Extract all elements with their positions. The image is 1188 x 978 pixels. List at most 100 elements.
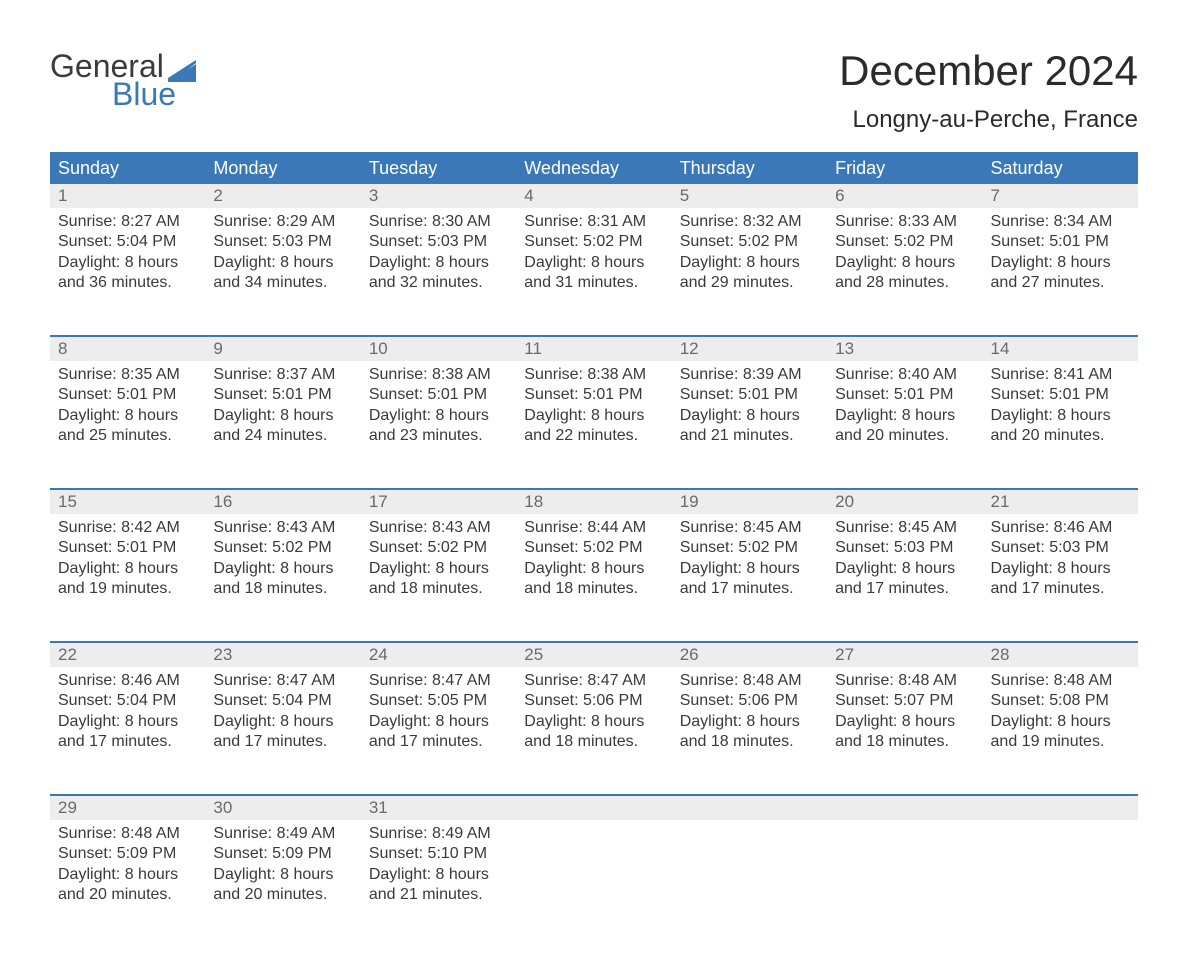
day-cell: Sunrise: 8:48 AMSunset: 5:07 PMDaylight:…	[827, 667, 982, 795]
brand-word2: Blue	[112, 80, 196, 109]
dl1-text: Daylight: 8 hours	[369, 253, 508, 273]
location-label: Longny-au-Perche, France	[839, 106, 1138, 134]
dl1-text: Daylight: 8 hours	[213, 253, 352, 273]
sunrise-text: Sunrise: 8:45 AM	[835, 518, 974, 538]
dl1-text: Daylight: 8 hours	[369, 559, 508, 579]
sunrise-text: Sunrise: 8:48 AM	[991, 671, 1130, 691]
col-tuesday: Tuesday	[361, 152, 516, 184]
day-number: 27	[827, 643, 982, 667]
sunrise-text: Sunrise: 8:49 AM	[213, 824, 352, 844]
dl2-text: and 24 minutes.	[213, 426, 352, 446]
day-number: 29	[50, 796, 205, 820]
day-number: 11	[516, 337, 671, 361]
dl2-text: and 22 minutes.	[524, 426, 663, 446]
dl2-text: and 25 minutes.	[58, 426, 197, 446]
dl1-text: Daylight: 8 hours	[213, 712, 352, 732]
sunset-text: Sunset: 5:02 PM	[369, 538, 508, 558]
col-thursday: Thursday	[672, 152, 827, 184]
dl2-text: and 18 minutes.	[835, 732, 974, 752]
dl2-text: and 32 minutes.	[369, 273, 508, 293]
dl2-text: and 18 minutes.	[524, 579, 663, 599]
day-cell: Sunrise: 8:30 AMSunset: 5:03 PMDaylight:…	[361, 208, 516, 336]
sunrise-text: Sunrise: 8:47 AM	[524, 671, 663, 691]
day-number: 14	[983, 337, 1138, 361]
day-cell: Sunrise: 8:31 AMSunset: 5:02 PMDaylight:…	[516, 208, 671, 336]
calendar-table: Sunday Monday Tuesday Wednesday Thursday…	[50, 152, 1138, 948]
month-title: December 2024	[839, 50, 1138, 92]
dl2-text: and 23 minutes.	[369, 426, 508, 446]
dl1-text: Daylight: 8 hours	[58, 559, 197, 579]
sunrise-text: Sunrise: 8:33 AM	[835, 212, 974, 232]
dl2-text: and 28 minutes.	[835, 273, 974, 293]
day-number: 26	[672, 643, 827, 667]
brand-logo: General Blue	[50, 50, 196, 109]
sunset-text: Sunset: 5:01 PM	[835, 385, 974, 405]
day-number: 5	[672, 184, 827, 208]
title-block: December 2024 Longny-au-Perche, France	[839, 50, 1138, 134]
sunrise-text: Sunrise: 8:42 AM	[58, 518, 197, 538]
sunset-text: Sunset: 5:01 PM	[58, 385, 197, 405]
sunrise-text: Sunrise: 8:48 AM	[835, 671, 974, 691]
sunset-text: Sunset: 5:02 PM	[213, 538, 352, 558]
day-number	[672, 796, 827, 820]
day-number: 22	[50, 643, 205, 667]
sunrise-text: Sunrise: 8:30 AM	[369, 212, 508, 232]
day-cell	[672, 820, 827, 948]
day-number: 16	[205, 490, 360, 514]
daynum-row: 293031	[50, 796, 1138, 820]
sunrise-text: Sunrise: 8:34 AM	[991, 212, 1130, 232]
dl1-text: Daylight: 8 hours	[991, 559, 1130, 579]
sunrise-text: Sunrise: 8:47 AM	[369, 671, 508, 691]
day-number: 3	[361, 184, 516, 208]
sunrise-text: Sunrise: 8:49 AM	[369, 824, 508, 844]
day-number: 2	[205, 184, 360, 208]
day-number	[516, 796, 671, 820]
sunrise-text: Sunrise: 8:43 AM	[213, 518, 352, 538]
col-monday: Monday	[205, 152, 360, 184]
sunset-text: Sunset: 5:01 PM	[213, 385, 352, 405]
sunset-text: Sunset: 5:01 PM	[991, 385, 1130, 405]
day-number: 10	[361, 337, 516, 361]
sunset-text: Sunset: 5:04 PM	[58, 691, 197, 711]
daynum-row: 15161718192021	[50, 490, 1138, 514]
col-wednesday: Wednesday	[516, 152, 671, 184]
day-cell	[827, 820, 982, 948]
sunset-text: Sunset: 5:01 PM	[991, 232, 1130, 252]
day-number: 28	[983, 643, 1138, 667]
sunset-text: Sunset: 5:04 PM	[213, 691, 352, 711]
dl2-text: and 17 minutes.	[58, 732, 197, 752]
day-cell: Sunrise: 8:38 AMSunset: 5:01 PMDaylight:…	[516, 361, 671, 489]
dl2-text: and 20 minutes.	[58, 885, 197, 905]
day-cell: Sunrise: 8:44 AMSunset: 5:02 PMDaylight:…	[516, 514, 671, 642]
sunrise-text: Sunrise: 8:38 AM	[524, 365, 663, 385]
sunset-text: Sunset: 5:06 PM	[680, 691, 819, 711]
day-cell: Sunrise: 8:43 AMSunset: 5:02 PMDaylight:…	[361, 514, 516, 642]
day-number: 18	[516, 490, 671, 514]
day-content-row: Sunrise: 8:27 AMSunset: 5:04 PMDaylight:…	[50, 208, 1138, 336]
day-number: 9	[205, 337, 360, 361]
sunrise-text: Sunrise: 8:48 AM	[680, 671, 819, 691]
day-cell: Sunrise: 8:47 AMSunset: 5:05 PMDaylight:…	[361, 667, 516, 795]
flag-icon	[168, 55, 196, 77]
sunrise-text: Sunrise: 8:35 AM	[58, 365, 197, 385]
sunrise-text: Sunrise: 8:46 AM	[58, 671, 197, 691]
sunrise-text: Sunrise: 8:31 AM	[524, 212, 663, 232]
dl2-text: and 19 minutes.	[991, 732, 1130, 752]
sunset-text: Sunset: 5:09 PM	[213, 844, 352, 864]
day-cell: Sunrise: 8:41 AMSunset: 5:01 PMDaylight:…	[983, 361, 1138, 489]
day-cell: Sunrise: 8:39 AMSunset: 5:01 PMDaylight:…	[672, 361, 827, 489]
sunset-text: Sunset: 5:02 PM	[524, 538, 663, 558]
day-number: 24	[361, 643, 516, 667]
sunset-text: Sunset: 5:02 PM	[680, 232, 819, 252]
daynum-row: 1234567	[50, 184, 1138, 208]
day-cell: Sunrise: 8:35 AMSunset: 5:01 PMDaylight:…	[50, 361, 205, 489]
sunrise-text: Sunrise: 8:48 AM	[58, 824, 197, 844]
day-number: 20	[827, 490, 982, 514]
day-cell: Sunrise: 8:47 AMSunset: 5:06 PMDaylight:…	[516, 667, 671, 795]
sunrise-text: Sunrise: 8:37 AM	[213, 365, 352, 385]
dl1-text: Daylight: 8 hours	[369, 406, 508, 426]
dl1-text: Daylight: 8 hours	[524, 559, 663, 579]
dl1-text: Daylight: 8 hours	[991, 406, 1130, 426]
day-cell: Sunrise: 8:49 AMSunset: 5:10 PMDaylight:…	[361, 820, 516, 948]
dl2-text: and 31 minutes.	[524, 273, 663, 293]
